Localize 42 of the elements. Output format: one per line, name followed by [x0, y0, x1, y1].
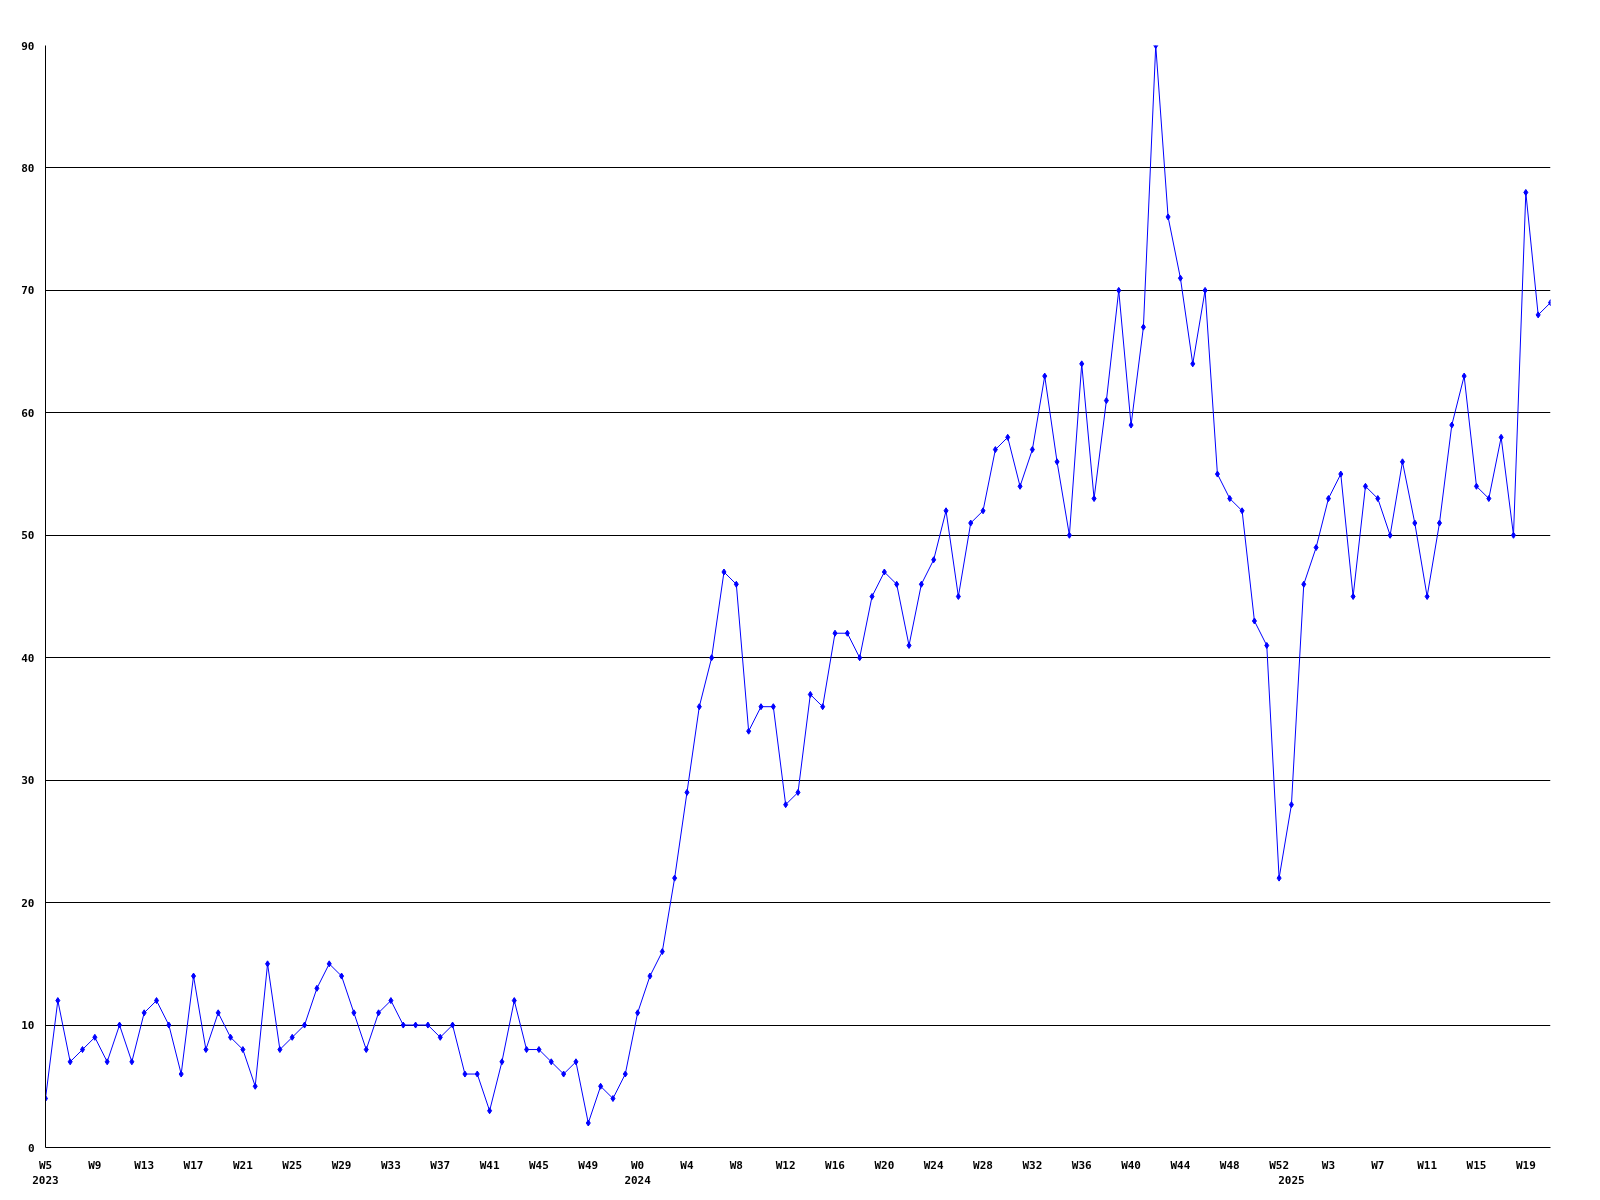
x-tick-label: W21 — [232, 1158, 254, 1172]
x-tick-label: W8 — [729, 1158, 743, 1172]
x-tick-label: 2025 — [1278, 1174, 1305, 1188]
x-tick-label: W41 — [479, 1158, 500, 1172]
x-tick-label: W29 — [331, 1158, 352, 1172]
x-tick-label: W37 — [430, 1158, 451, 1172]
x-tick-label: W33 — [380, 1158, 401, 1172]
x-tick-label: W24 — [923, 1158, 945, 1172]
x-tick-label: W3 — [1321, 1158, 1336, 1172]
x-tick-label: W48 — [1219, 1158, 1240, 1172]
x-tick-label: W19 — [1515, 1158, 1536, 1172]
y-tick-label: 0 — [27, 1141, 35, 1155]
x-tick-label: W13 — [134, 1158, 155, 1172]
y-tick-label: 80 — [21, 161, 35, 175]
y-tick-label: 60 — [21, 406, 35, 420]
x-tick-label: W0 2024 — [624, 1158, 652, 1188]
y-tick-label: 50 — [21, 529, 35, 543]
x-tick-label: W7 — [1371, 1158, 1385, 1172]
x-tick-label: W44 — [1170, 1158, 1191, 1172]
x-tick-label: W36 — [1071, 1158, 1093, 1172]
y-tick-label: 70 — [21, 284, 35, 298]
x-tick-label: W11 — [1417, 1158, 1438, 1172]
x-tick-label: W17 — [183, 1158, 204, 1172]
y-tick-label: 30 — [21, 774, 35, 788]
y-tick-label: 90 — [21, 39, 35, 53]
x-tick-label: W45 — [529, 1158, 549, 1172]
x-tick-label: W16 — [825, 1158, 846, 1172]
x-tick-label: W40 — [1121, 1158, 1142, 1172]
x-tick-label: W15 — [1466, 1158, 1487, 1172]
x-tick-label: W9 — [88, 1158, 102, 1172]
x-tick-label: W49 — [578, 1158, 599, 1172]
y-tick-label: 10 — [21, 1019, 35, 1033]
x-tick-label: W28 — [973, 1158, 993, 1172]
x-tick-label: W20 — [874, 1158, 895, 1172]
x-tick-label: W25 — [282, 1158, 303, 1172]
x-tick-label: W4 — [680, 1158, 694, 1172]
y-tick-label: 20 — [21, 896, 35, 910]
y-tick-label: 40 — [21, 651, 35, 665]
x-tick-label: W32 — [1022, 1158, 1043, 1172]
x-tick-label: W52 — [1269, 1158, 1290, 1172]
x-tick-label: W5 2023 — [32, 1158, 59, 1188]
x-tick-label: W12 — [775, 1158, 796, 1172]
